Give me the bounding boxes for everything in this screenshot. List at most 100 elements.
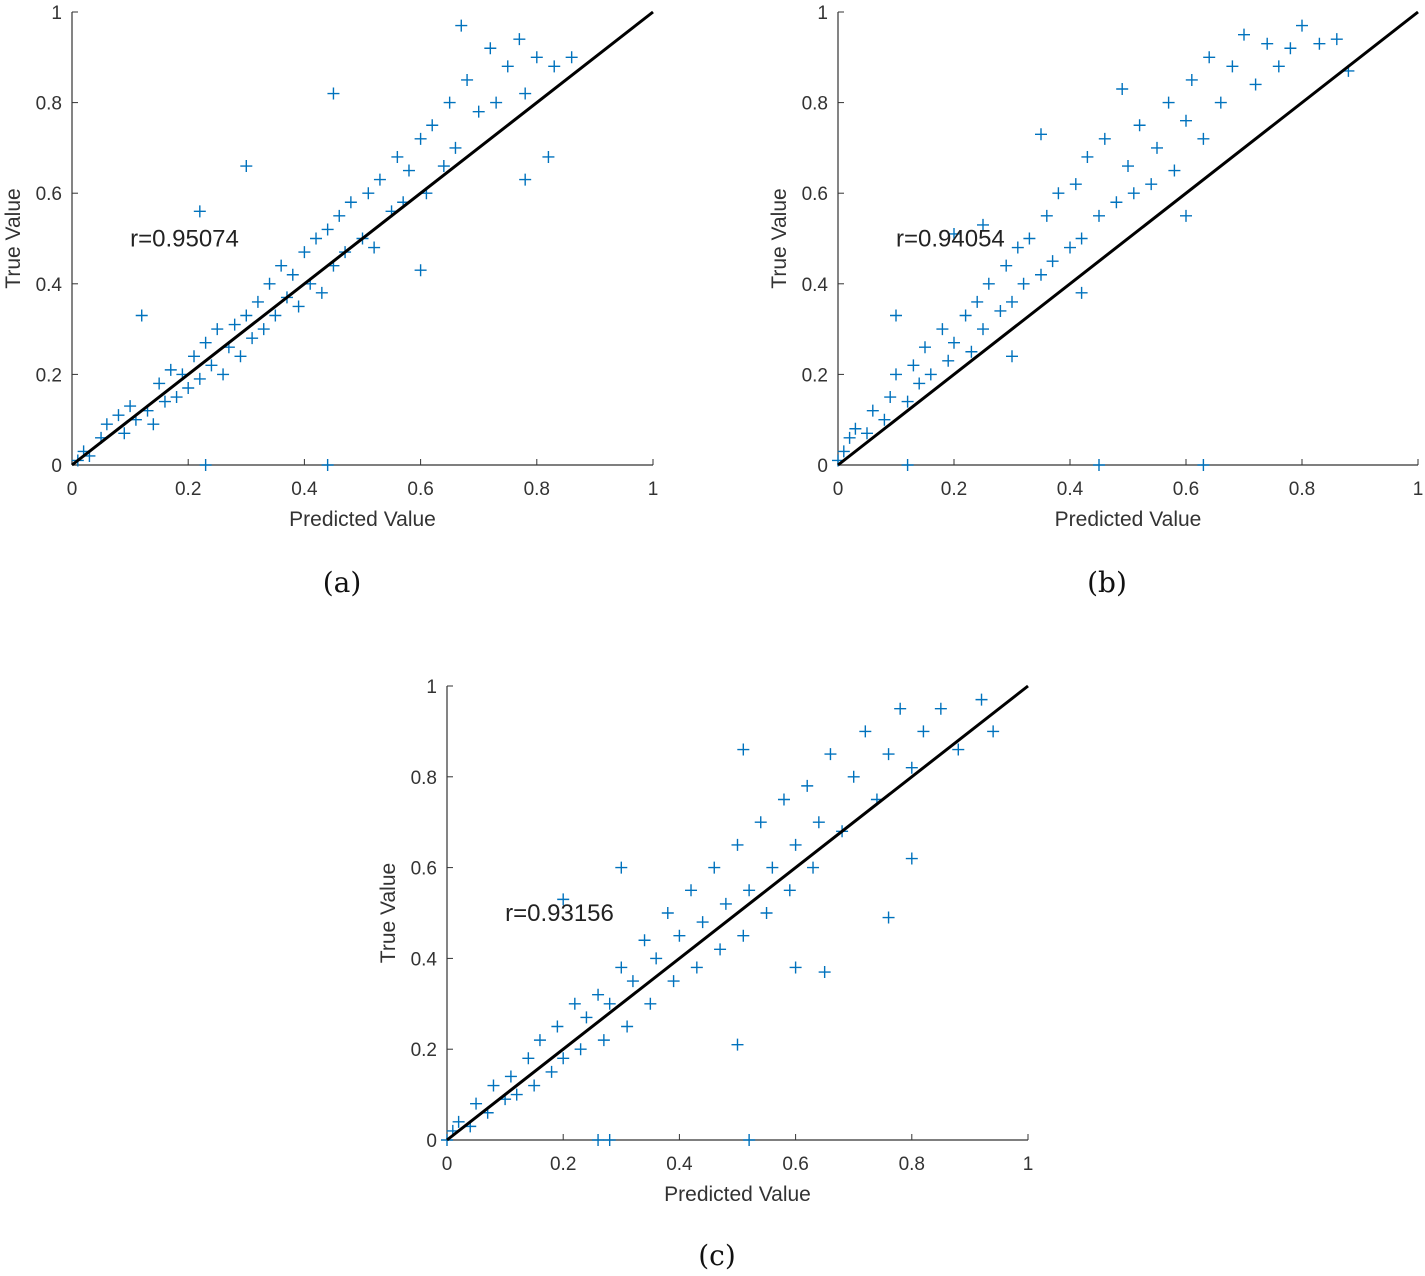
data-point (240, 309, 253, 322)
data-point (118, 427, 131, 440)
y-axis-label: True Value (768, 188, 791, 288)
data-point (182, 381, 195, 394)
data-point (402, 164, 415, 177)
data-point (292, 300, 305, 313)
data-point (882, 911, 895, 924)
data-point (959, 309, 972, 322)
data-point (164, 363, 177, 376)
data-point (917, 725, 930, 738)
data-point (685, 884, 698, 897)
data-point (1180, 209, 1192, 222)
data-point (257, 323, 270, 336)
data-point (158, 395, 171, 408)
data-point (644, 997, 657, 1010)
data-point (1185, 73, 1198, 86)
data-point (783, 884, 796, 897)
data-point (1261, 37, 1274, 50)
x-tick-label: 0 (442, 1154, 453, 1175)
data-point (124, 400, 137, 413)
data-point (743, 1134, 756, 1146)
data-point (251, 295, 264, 308)
data-point (484, 42, 497, 55)
data-point (519, 173, 532, 186)
data-point (1296, 19, 1308, 32)
data-point (801, 779, 814, 792)
data-point (470, 1097, 483, 1110)
data-point (426, 119, 439, 132)
x-tick-label: 0.8 (899, 1154, 925, 1175)
data-point (513, 33, 526, 46)
data-point (1075, 232, 1088, 245)
data-point (818, 966, 831, 979)
data-point (1075, 286, 1088, 299)
data-point (948, 227, 960, 240)
data-point (551, 1020, 564, 1033)
data-point (1151, 141, 1163, 154)
data-point (597, 1034, 610, 1047)
data-point (522, 1052, 535, 1065)
data-point (263, 277, 276, 290)
x-tick-label: 1 (648, 479, 659, 500)
data-point (344, 196, 357, 209)
data-point (1127, 187, 1140, 200)
data-point (901, 459, 914, 471)
data-point (1006, 350, 1018, 363)
y-tick-label: 0.4 (36, 275, 63, 296)
data-point (615, 861, 628, 874)
data-point (135, 309, 148, 322)
subfigure-caption: (a) (323, 566, 362, 599)
data-point (975, 693, 988, 706)
y-tick-label: 0.8 (36, 94, 62, 115)
data-point (1052, 187, 1065, 200)
data-point (1122, 160, 1134, 173)
data-point (952, 743, 965, 756)
data-point (234, 350, 247, 363)
data-point (615, 961, 628, 974)
data-point (1168, 164, 1181, 177)
data-point (661, 907, 674, 919)
data-point (580, 1011, 593, 1024)
data-point (205, 359, 218, 372)
data-point (530, 51, 543, 64)
data-point (673, 929, 686, 942)
y-tick-label: 0.6 (411, 859, 437, 880)
data-point (621, 1020, 634, 1033)
data-point (894, 702, 907, 715)
y-axis-label: True Value (377, 863, 400, 963)
scatter-panel-a: 0 0.2 0.4 0.6 0.8 1 0 0.2 0.4 0.6 0.8 1 Predicted Va… (2, 3, 658, 599)
data-point (626, 975, 639, 988)
y-tick-label: 0 (426, 1131, 437, 1152)
data-point (737, 743, 750, 756)
x-tick-label: 0 (833, 479, 844, 500)
data-point (170, 391, 183, 404)
data-point (731, 838, 744, 851)
data-point (890, 368, 902, 381)
data-point (777, 793, 790, 806)
data-point (240, 160, 253, 173)
x-axis-label: Predicted Value (289, 508, 436, 531)
data-point (199, 459, 212, 471)
x-tick-label: 0.2 (550, 1154, 576, 1175)
data-point (837, 445, 850, 458)
data-point (807, 861, 820, 874)
x-tick-label: 1 (1413, 479, 1424, 500)
data-point (1000, 259, 1013, 272)
data-point (948, 336, 960, 349)
data-point (982, 277, 995, 290)
x-tick-label: 1 (1023, 1154, 1034, 1175)
y-tick-label: 0.6 (36, 184, 62, 205)
data-point (1046, 255, 1059, 268)
data-point (193, 372, 206, 385)
data-point (504, 1070, 517, 1083)
correlation-annotation: r=0.95074 (130, 226, 239, 253)
data-point (603, 997, 616, 1010)
data-point (437, 160, 450, 173)
data-point (977, 323, 989, 336)
data-point (667, 975, 680, 988)
data-point (1272, 60, 1285, 73)
data-point (901, 395, 914, 408)
x-tick-label: 0.6 (782, 1154, 808, 1175)
data-point (638, 934, 651, 947)
data-point (1197, 459, 1210, 471)
